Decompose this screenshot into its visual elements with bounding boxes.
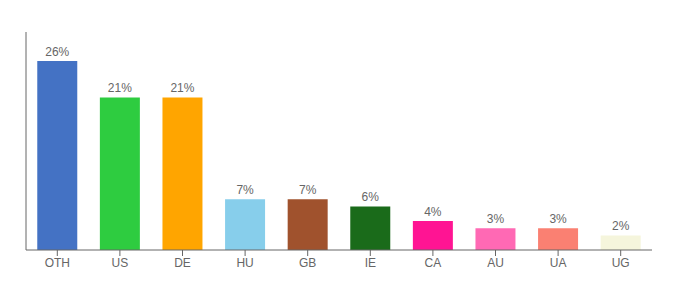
- svg-text:US: US: [112, 256, 129, 270]
- svg-text:21%: 21%: [170, 81, 194, 95]
- svg-text:3%: 3%: [549, 212, 567, 226]
- svg-text:HU: HU: [236, 256, 253, 270]
- svg-text:GB: GB: [299, 256, 316, 270]
- svg-text:UA: UA: [550, 256, 567, 270]
- svg-text:OTH: OTH: [45, 256, 70, 270]
- svg-text:2%: 2%: [612, 219, 630, 233]
- svg-text:6%: 6%: [362, 190, 380, 204]
- svg-text:7%: 7%: [299, 183, 317, 197]
- svg-text:7%: 7%: [236, 183, 254, 197]
- svg-text:21%: 21%: [108, 81, 132, 95]
- svg-text:AU: AU: [487, 256, 504, 270]
- svg-text:IE: IE: [365, 256, 376, 270]
- svg-text:4%: 4%: [424, 205, 442, 219]
- svg-text:26%: 26%: [45, 45, 69, 59]
- svg-text:DE: DE: [174, 256, 191, 270]
- svg-text:CA: CA: [425, 256, 442, 270]
- svg-text:UG: UG: [612, 256, 630, 270]
- svg-text:3%: 3%: [487, 212, 505, 226]
